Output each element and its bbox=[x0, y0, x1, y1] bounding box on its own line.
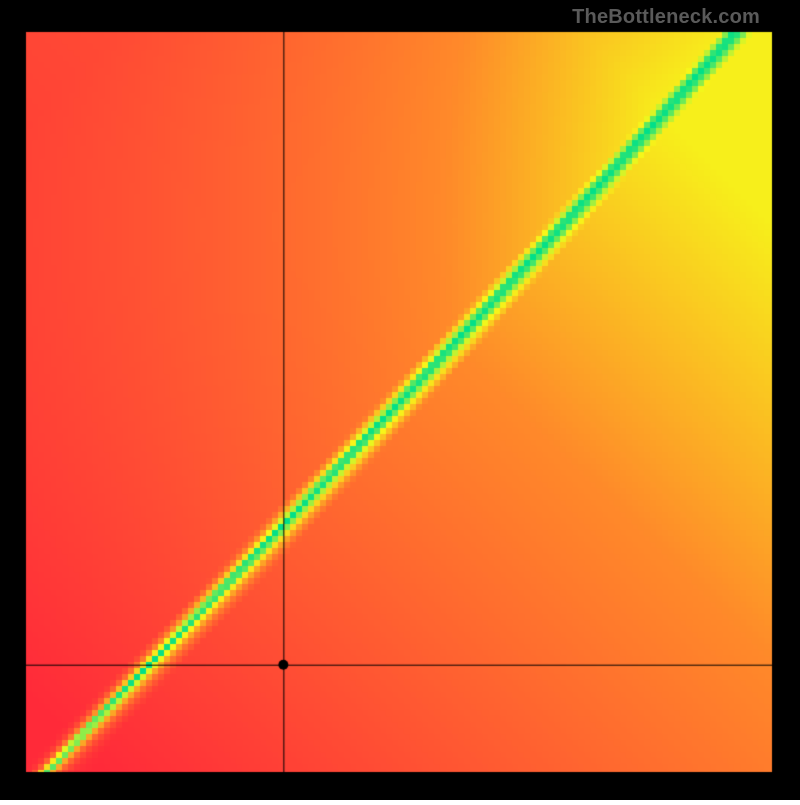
heatmap-canvas bbox=[0, 0, 800, 800]
watermark-text: TheBottleneck.com bbox=[572, 6, 760, 29]
bottleneck-heatmap: TheBottleneck.com bbox=[0, 0, 800, 800]
